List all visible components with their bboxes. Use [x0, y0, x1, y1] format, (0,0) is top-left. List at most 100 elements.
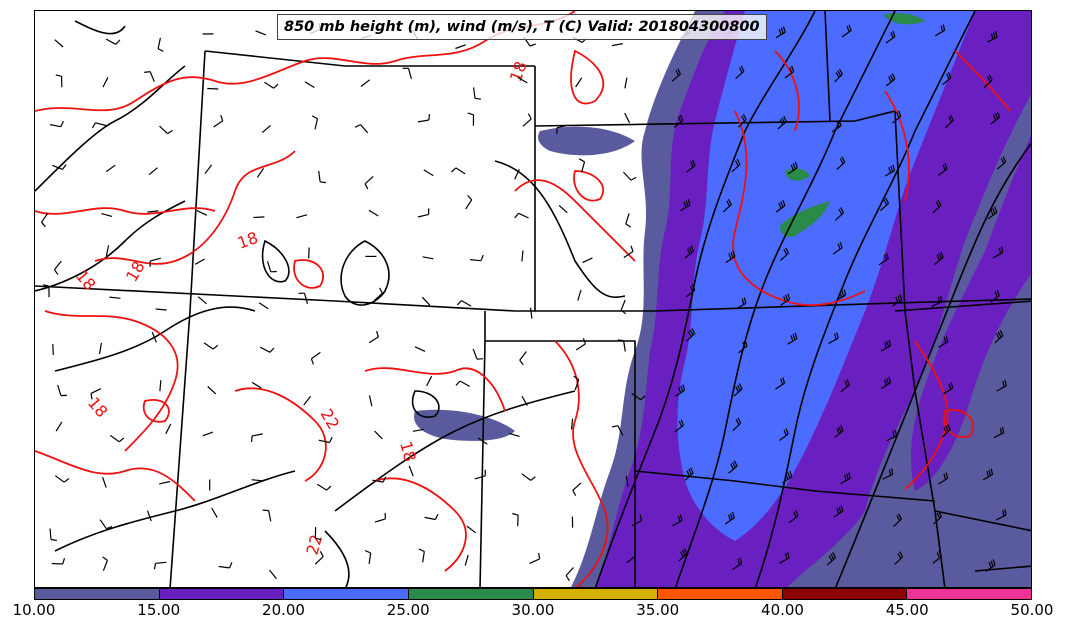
wind-barb-flag [848, 472, 851, 479]
wind-barb [52, 343, 54, 356]
wind-barb-flag [364, 183, 369, 190]
wind-barb [417, 119, 430, 123]
wind-barb [253, 216, 265, 219]
wind-barb [304, 81, 315, 89]
wind-barb [422, 551, 425, 563]
wind-barb [266, 261, 272, 272]
wind-barb-flag [735, 386, 740, 393]
wind-barb-flag [885, 197, 890, 204]
wind-barb-flag [884, 342, 887, 349]
wind-barb [529, 558, 540, 564]
wind-barb-flag [986, 470, 989, 478]
wind-shading-25-30-c [883, 13, 925, 25]
wind-barb [459, 380, 470, 387]
wind-barb-flag [379, 287, 383, 294]
colorbar-label: 25.00 [386, 601, 430, 619]
wind-barb-flag [354, 124, 361, 128]
wind-barb-flag [692, 159, 696, 166]
temp-label: 18 [84, 393, 112, 421]
wind-barb-flag [630, 245, 634, 252]
wind-barb-flag [785, 247, 790, 254]
wind-barb-flag [999, 427, 1003, 434]
wind-barb-flag [892, 430, 895, 438]
wind-barb-flag [948, 383, 952, 390]
wind-barb-flag [993, 32, 996, 39]
wind-barb [49, 124, 61, 128]
wind-barb [151, 331, 157, 343]
wind-barb-flag [530, 476, 536, 481]
wind-barb-flag [538, 552, 541, 559]
wind-barb-flag [883, 254, 887, 261]
temp-label: 22 [303, 532, 327, 557]
wind-barb-flag [739, 557, 743, 564]
wind-barb-flag [783, 296, 787, 303]
wind-barb-flag [91, 122, 96, 129]
wind-barb-flag [688, 468, 693, 475]
wind-barb [314, 556, 324, 565]
wind-barb-flag [733, 460, 738, 467]
wind-barb-flag [994, 113, 999, 120]
wind-barb-flag [942, 24, 946, 31]
wind-barb [623, 340, 626, 352]
wind-barb-flag [841, 156, 846, 163]
wind-barb-flag [836, 507, 840, 514]
wind-barb-flag [456, 300, 462, 306]
wind-barb-flag [944, 163, 948, 170]
wind-barb-flag [937, 296, 941, 303]
wind-barb-flag [832, 552, 837, 558]
wind-barb-flag [639, 514, 643, 521]
wind-barb [461, 300, 472, 307]
wind-barb [426, 375, 433, 387]
wind-barb [251, 433, 263, 437]
wind-barb-flag [582, 338, 586, 345]
wind-barb [303, 395, 312, 406]
wind-barb-flag [480, 254, 484, 261]
wind-barb-flag [950, 382, 954, 389]
wind-barb-flag [897, 295, 901, 302]
wind-barb [211, 507, 218, 518]
wind-barb-flag [735, 419, 740, 425]
wind-barb-flag [897, 553, 902, 559]
wind-barb-flag [727, 198, 732, 205]
wind-barb-flag [102, 556, 108, 561]
wind-barb-flag [60, 121, 64, 127]
wind-barb-flag [450, 167, 457, 173]
wind-barb-flag [730, 463, 734, 470]
wind-barb [572, 482, 582, 491]
wind-barb [373, 292, 383, 302]
map-svg: 18 18 18 18 18 22 18 22 [35, 11, 1031, 587]
wind-barb-flag [326, 485, 332, 491]
wind-barb-flag [844, 474, 847, 481]
wind-barb-flag [898, 513, 903, 520]
wind-barb-flag [519, 359, 524, 366]
colorbar-label: 20.00 [262, 601, 305, 619]
wind-barb-flag [894, 429, 898, 436]
wind-barb [732, 422, 742, 432]
wind-barb-flag [115, 39, 121, 45]
wind-barb-flag [688, 246, 693, 254]
wind-barb-flag [689, 329, 694, 336]
wind-barb-flag [1000, 157, 1005, 164]
wind-barb-flag [787, 472, 791, 479]
wind-barb-flag [838, 208, 843, 215]
wind-barb [466, 525, 477, 534]
wind-barb-flag [474, 97, 481, 100]
wind-barb [364, 175, 374, 185]
wind-barb-flag [836, 428, 840, 435]
wind-barb [624, 112, 631, 124]
wind-barb-flag [269, 347, 275, 353]
wind-barb [581, 161, 586, 173]
wind-barb [473, 87, 476, 99]
wind-barb-flag [167, 129, 173, 135]
colorbar-label: 15.00 [137, 601, 181, 619]
wind-barb-flag [229, 562, 233, 569]
wind-shading-20-25 [677, 11, 975, 541]
wind-barb-flag [840, 505, 844, 512]
wind-shading-25-30 [780, 201, 830, 237]
wind-barb-flag [844, 380, 848, 387]
wind-barb [155, 561, 167, 564]
wind-barb [943, 387, 954, 395]
wind-barb [105, 164, 116, 173]
wind-barb [109, 296, 121, 299]
wind-barb [577, 289, 582, 301]
